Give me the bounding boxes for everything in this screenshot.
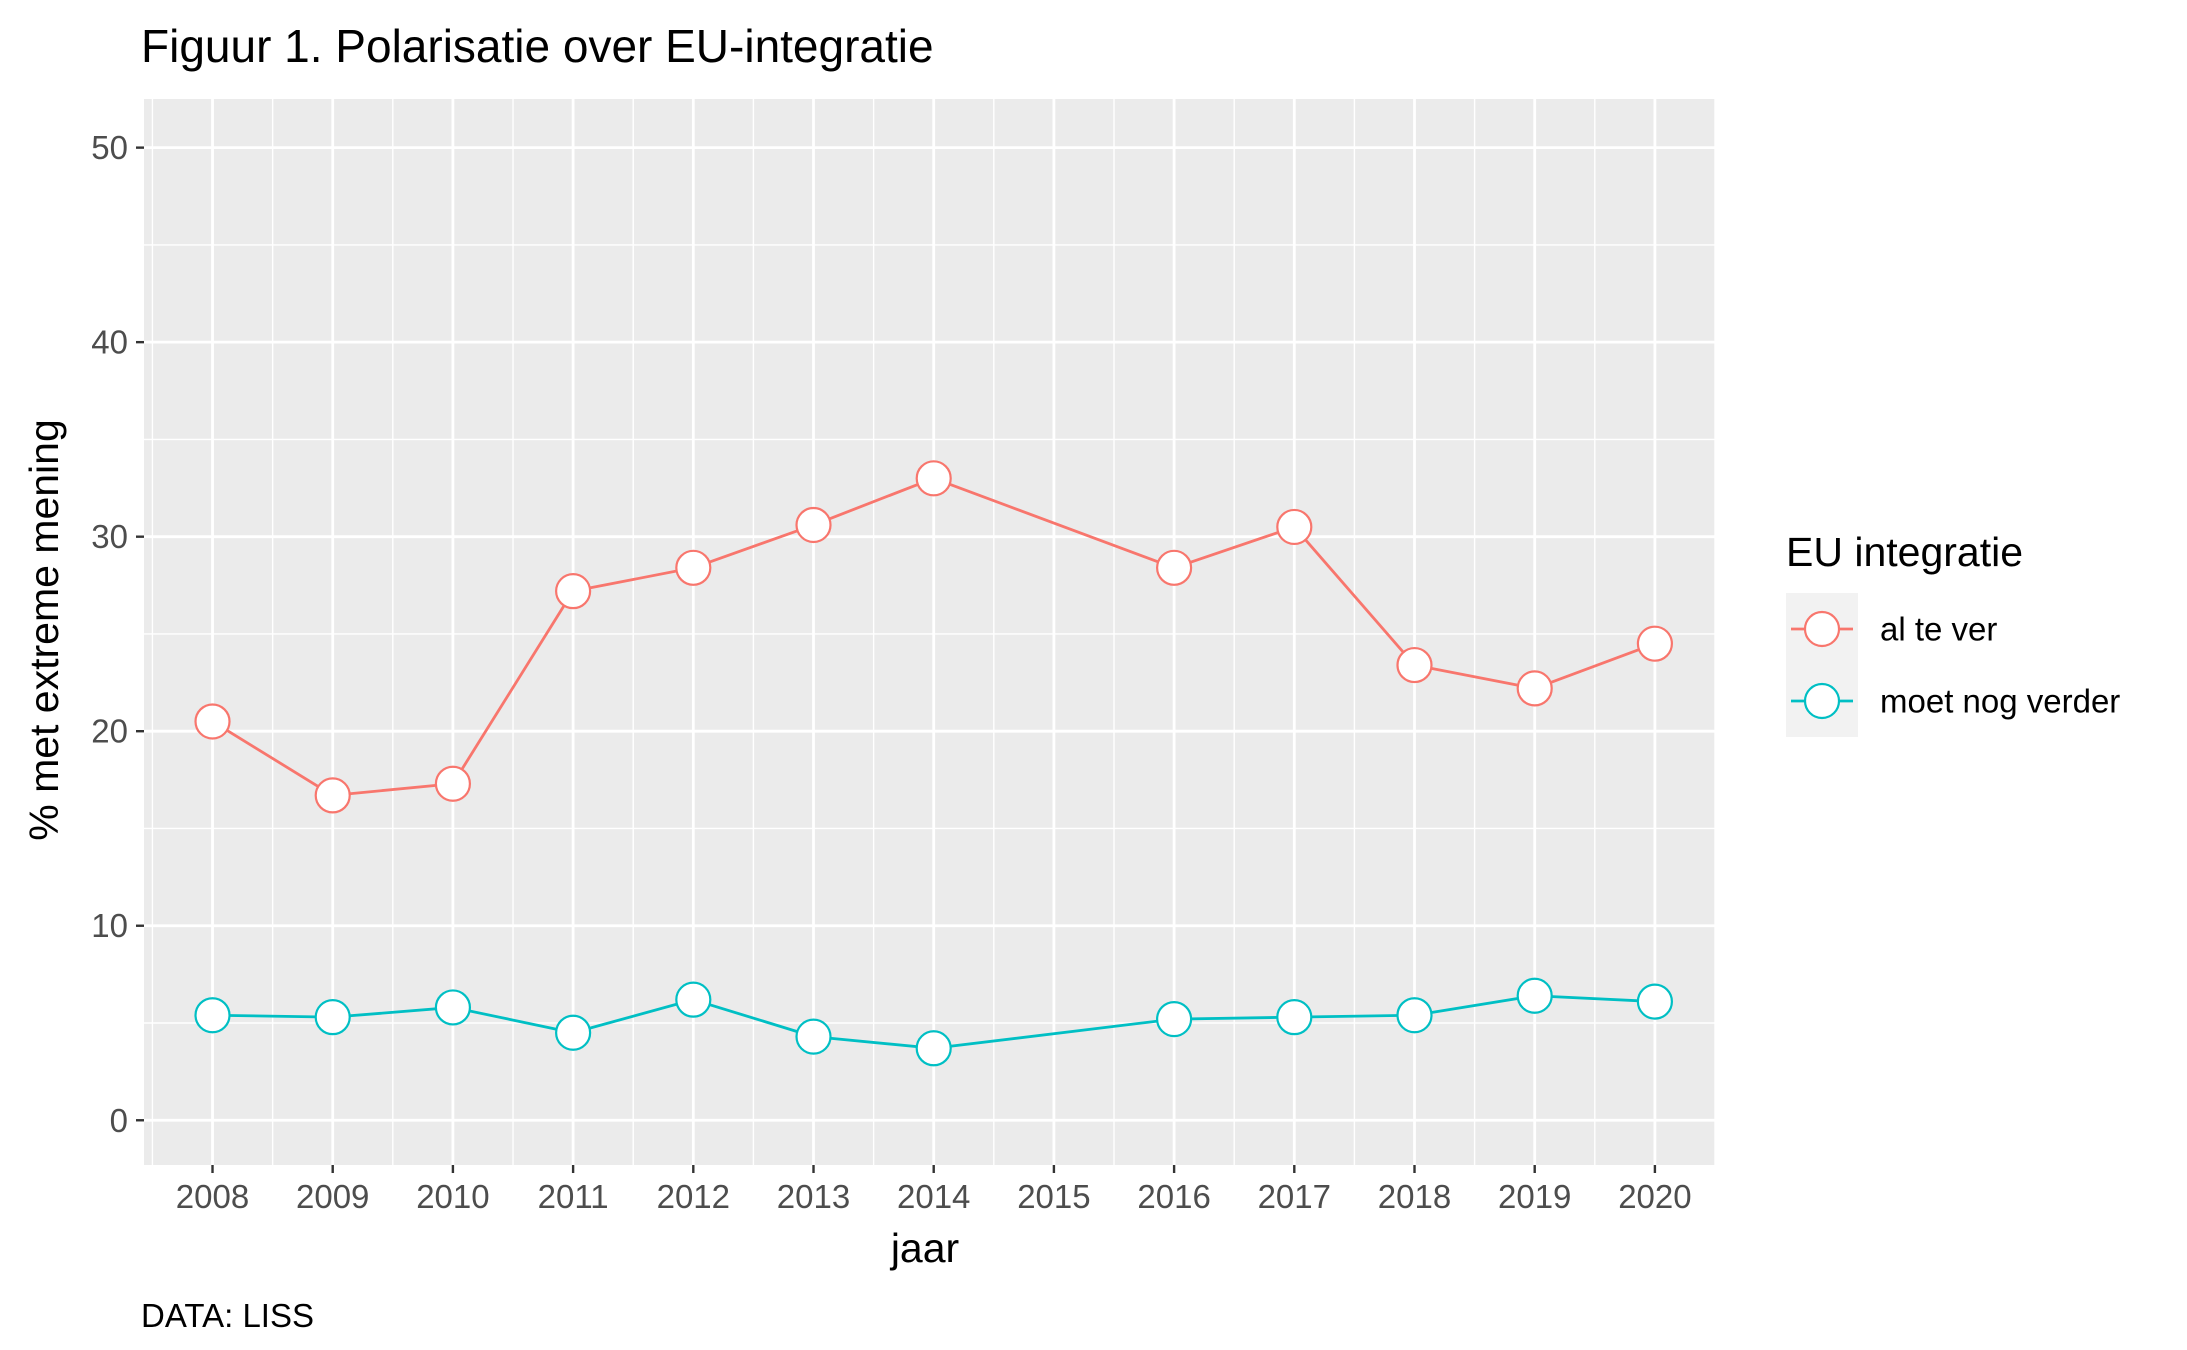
y-tick-label: 40 bbox=[91, 324, 128, 361]
y-tick-label: 20 bbox=[91, 713, 128, 750]
data-point bbox=[555, 1014, 592, 1051]
x-tick-label: 2020 bbox=[1618, 1178, 1691, 1215]
data-point bbox=[675, 549, 712, 586]
data-point bbox=[434, 989, 472, 1026]
plot-panel bbox=[144, 99, 1715, 1165]
x-tick-label: 2013 bbox=[777, 1178, 850, 1215]
x-tick-label: 2010 bbox=[416, 1178, 489, 1215]
x-tick-label: 2018 bbox=[1378, 1178, 1451, 1215]
y-tick-label: 30 bbox=[91, 518, 128, 555]
grid-minor bbox=[144, 99, 1716, 1165]
y-tick-label: 10 bbox=[91, 907, 128, 944]
legend-title: EU integratie bbox=[1786, 529, 2023, 575]
data-point bbox=[314, 999, 351, 1036]
series-moet-nog-verder bbox=[194, 977, 1674, 1067]
data-point bbox=[1156, 549, 1193, 586]
caption: DATA: LISS bbox=[141, 1297, 314, 1334]
data-point bbox=[1516, 670, 1553, 707]
x-tick-label: 2009 bbox=[296, 1178, 369, 1215]
y-tick-label: 0 bbox=[110, 1102, 128, 1139]
data-point bbox=[555, 573, 592, 610]
legend-key-point bbox=[1803, 682, 1841, 720]
data-point bbox=[1636, 983, 1674, 1020]
chart-title: Figuur 1. Polarisatie over EU-integratie bbox=[141, 20, 934, 72]
y-axis-title: % met extreme mening bbox=[21, 419, 67, 841]
series-line bbox=[212, 994, 1655, 1050]
data-point bbox=[795, 1018, 832, 1055]
x-tick-label: 2011 bbox=[538, 1178, 609, 1215]
data-point bbox=[1156, 1001, 1193, 1038]
legend: EU integratie al te ver moet nog verder bbox=[1786, 529, 2120, 737]
y-tick-label: 50 bbox=[91, 129, 128, 166]
data-point bbox=[314, 777, 351, 814]
x-tick-label: 2019 bbox=[1498, 1178, 1571, 1215]
series-layer bbox=[194, 460, 1674, 1067]
x-tick-label: 2016 bbox=[1137, 1178, 1210, 1215]
x-tick-label: 2017 bbox=[1258, 1178, 1331, 1215]
data-point bbox=[915, 460, 952, 497]
y-axis: 0 10 20 30 40 50 bbox=[91, 129, 144, 1139]
data-point bbox=[675, 981, 712, 1018]
series-al-te-ver bbox=[194, 460, 1674, 814]
data-point bbox=[1276, 508, 1313, 546]
data-point bbox=[1276, 999, 1313, 1036]
x-tick-label: 2014 bbox=[897, 1178, 970, 1215]
data-point bbox=[1396, 646, 1433, 684]
x-axis: 2008 2009 2010 2011 2012 2013 2014 2015 2016 2017… bbox=[176, 1165, 1692, 1215]
x-tick-label: 2008 bbox=[176, 1178, 249, 1215]
data-point bbox=[795, 506, 832, 544]
legend-key-point bbox=[1803, 610, 1841, 648]
data-point bbox=[434, 765, 472, 802]
data-point bbox=[915, 1030, 952, 1067]
data-point bbox=[1516, 977, 1553, 1014]
series-line bbox=[211, 476, 1656, 797]
data-point bbox=[194, 997, 231, 1034]
data-point bbox=[1636, 625, 1674, 662]
data-point bbox=[1396, 997, 1433, 1034]
x-tick-label: 2012 bbox=[657, 1178, 730, 1215]
x-tick-label: 2015 bbox=[1017, 1178, 1090, 1215]
legend-label: moet nog verder bbox=[1880, 683, 2120, 720]
data-point bbox=[194, 703, 231, 740]
legend-label: al te ver bbox=[1880, 611, 1997, 648]
x-axis-title: jaar bbox=[890, 1225, 959, 1271]
